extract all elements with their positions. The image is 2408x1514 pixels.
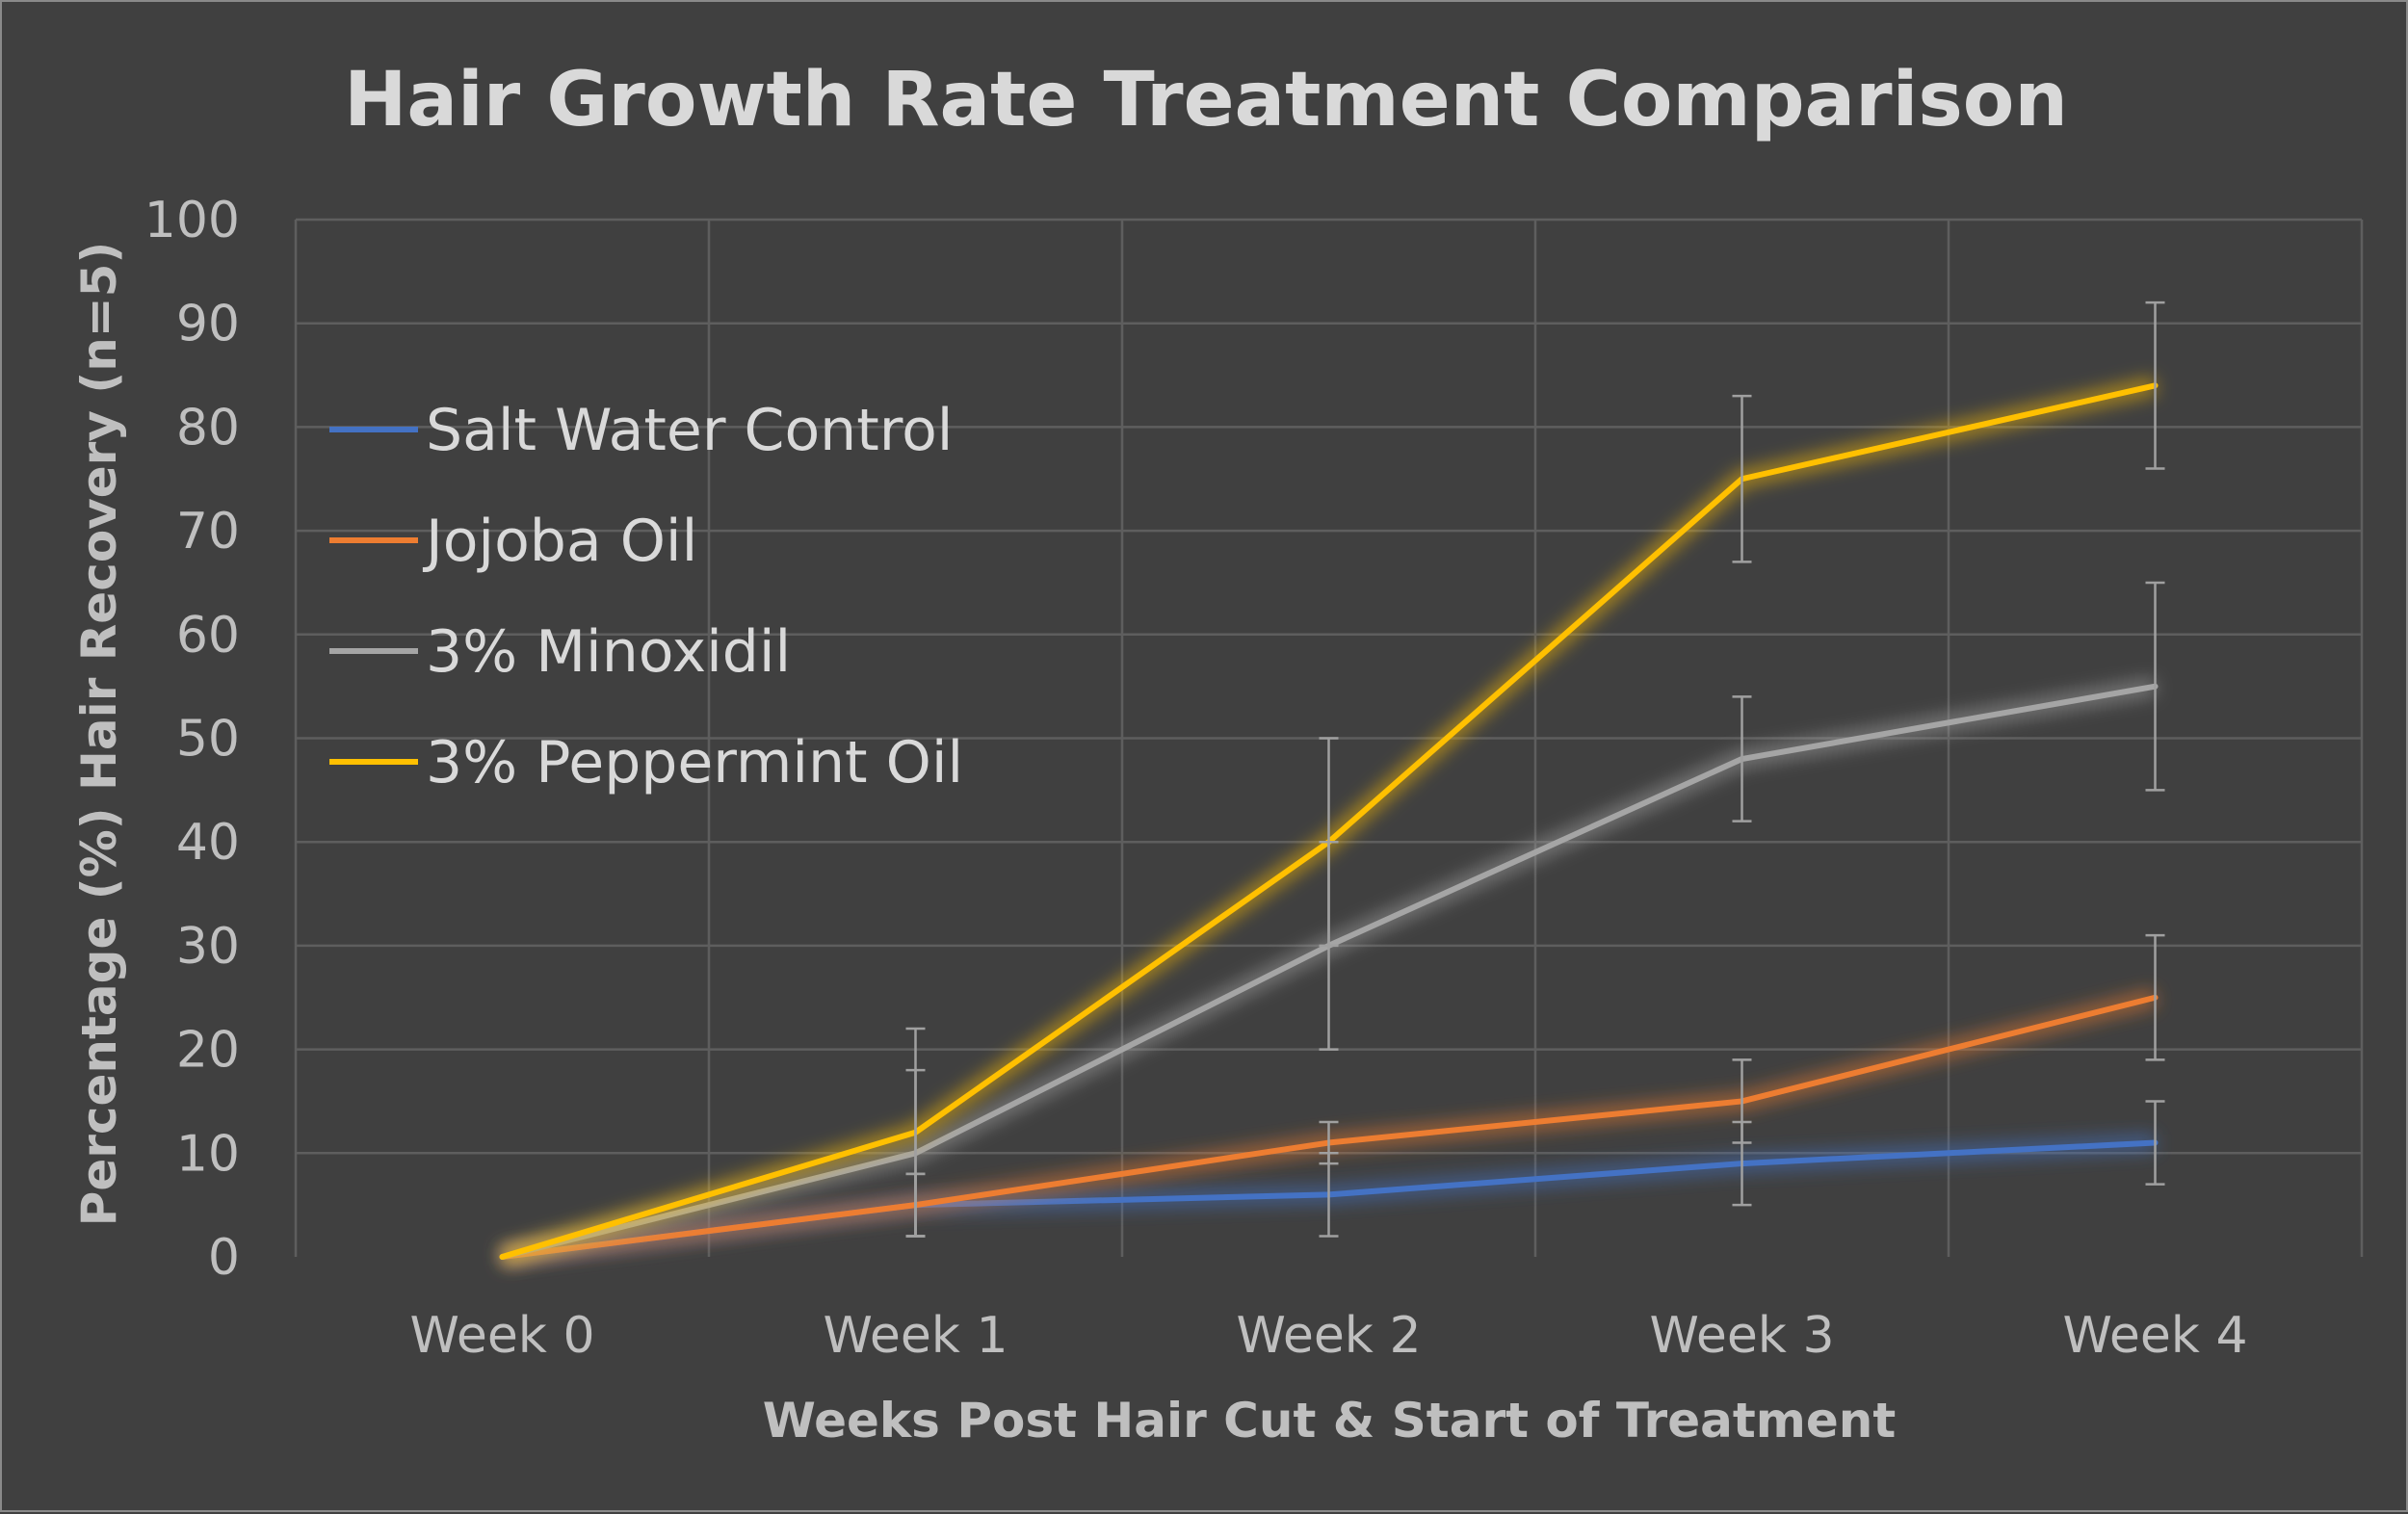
error-bar bbox=[2145, 1100, 2165, 1186]
error-bar bbox=[905, 1027, 926, 1238]
x-tick-label: Week 4 bbox=[2062, 1307, 2247, 1365]
error-bar bbox=[1732, 695, 1752, 822]
y-tick-label: 0 bbox=[208, 1229, 240, 1287]
y-tick-label: 100 bbox=[144, 192, 240, 249]
error-bar bbox=[1732, 1058, 1752, 1144]
y-tick-label: 50 bbox=[176, 711, 240, 769]
x-tick-label: Week 0 bbox=[409, 1307, 594, 1365]
x-tick-label: Week 3 bbox=[1649, 1307, 1834, 1365]
error-bar bbox=[2145, 581, 2165, 792]
error-bar bbox=[1319, 1120, 1339, 1165]
legend-label: 3% Minoxidil bbox=[426, 618, 791, 686]
legend-label: 3% Peppermint Oil bbox=[426, 729, 963, 796]
x-tick-label: Week 2 bbox=[1236, 1307, 1421, 1365]
legend-label: Jojoba Oil bbox=[422, 508, 697, 575]
y-tick-label: 40 bbox=[176, 814, 240, 872]
chart-title: Hair Growth Rate Treatment Comparison bbox=[344, 57, 2068, 144]
x-axis-title: Weeks Post Hair Cut & Start of Treatment bbox=[763, 1393, 1897, 1449]
y-tick-label: 80 bbox=[176, 399, 240, 457]
y-tick-label: 90 bbox=[176, 296, 240, 353]
y-tick-label: 30 bbox=[176, 918, 240, 976]
error-bar bbox=[2145, 300, 2165, 470]
error-bar bbox=[1319, 737, 1339, 948]
y-axis-ticks: 0 10 20 30 40 50 60 70 80 90 100 bbox=[144, 192, 240, 1287]
error-bar bbox=[2145, 933, 2165, 1061]
legend: Salt Water Control Jojoba Oil 3% Minoxidil… bbox=[329, 397, 963, 796]
x-tick-label: Week 1 bbox=[823, 1307, 1008, 1365]
y-tick-label: 60 bbox=[176, 607, 240, 665]
x-axis-ticks: Week 0 Week 1 Week 2 Week 3 Week 4 bbox=[409, 1307, 2247, 1365]
y-tick-label: 20 bbox=[176, 1022, 240, 1080]
legend-label: Salt Water Control bbox=[426, 397, 953, 464]
error-bar bbox=[1732, 394, 1752, 563]
y-tick-label: 10 bbox=[176, 1125, 240, 1183]
error-bars bbox=[905, 300, 2165, 1238]
y-tick-label: 70 bbox=[176, 503, 240, 561]
y-axis-title: Percentage (%) Hair Recovery (n=5) bbox=[71, 242, 127, 1227]
